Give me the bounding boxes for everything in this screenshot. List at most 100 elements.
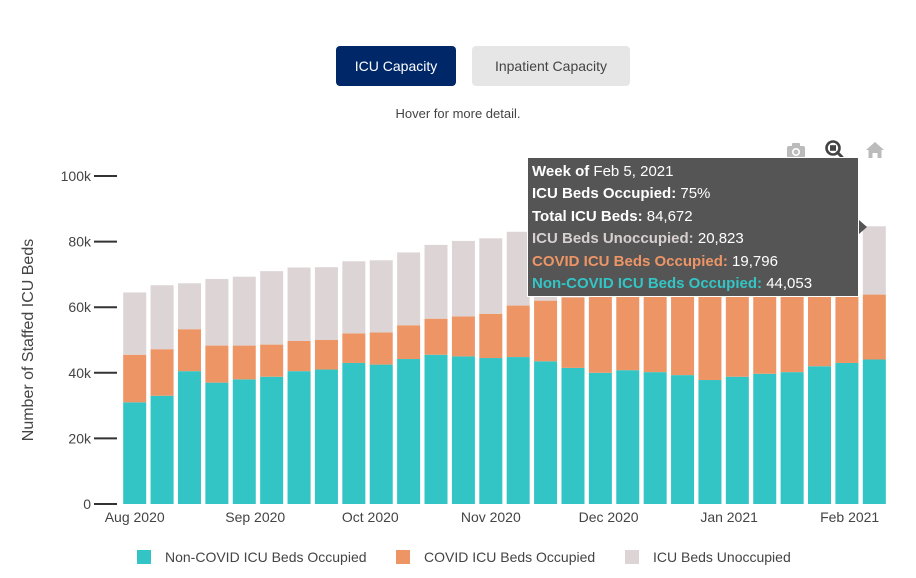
- bar-covid[interactable]: [177, 329, 201, 372]
- bar-non-covid[interactable]: [725, 376, 749, 504]
- y-tick-label: 0: [83, 496, 91, 512]
- bar-covid[interactable]: [808, 294, 832, 367]
- bar-unoccupied[interactable]: [506, 231, 530, 306]
- home-icon[interactable]: [864, 139, 886, 161]
- bar-non-covid[interactable]: [780, 372, 804, 504]
- capacity-tabs: ICU Capacity Inpatient Capacity: [0, 46, 916, 86]
- bar-covid[interactable]: [643, 288, 667, 373]
- bar-non-covid[interactable]: [479, 358, 503, 504]
- bar-covid[interactable]: [150, 349, 174, 396]
- tooltip-unoccupied-row: ICU Beds Unoccupied: 20,823: [532, 228, 858, 250]
- bar-covid[interactable]: [725, 291, 749, 377]
- bar-unoccupied[interactable]: [342, 261, 366, 334]
- bar-non-covid[interactable]: [808, 366, 832, 504]
- legend-item-covid[interactable]: COVID ICU Beds Occupied: [396, 546, 595, 568]
- y-tick-label: 60k: [68, 299, 92, 315]
- bar-covid[interactable]: [835, 295, 859, 363]
- bar-non-covid[interactable]: [588, 372, 612, 504]
- bar-unoccupied[interactable]: [479, 238, 503, 314]
- bar-covid[interactable]: [698, 290, 722, 381]
- bar-non-covid[interactable]: [397, 359, 421, 504]
- bar-covid[interactable]: [534, 300, 558, 362]
- tooltip-week-value: Feb 5, 2021: [593, 163, 674, 180]
- bar-non-covid[interactable]: [287, 371, 311, 504]
- bar-non-covid[interactable]: [150, 395, 174, 504]
- bar-unoccupied[interactable]: [205, 278, 229, 346]
- y-axis-title: Number of Staffed ICU Beds: [20, 239, 37, 441]
- bar-non-covid[interactable]: [260, 376, 284, 504]
- tooltip-occupied-value: 75%: [680, 185, 711, 203]
- bar-covid[interactable]: [671, 289, 695, 376]
- bar-non-covid[interactable]: [534, 361, 558, 504]
- bar-unoccupied[interactable]: [260, 271, 284, 345]
- bar-non-covid[interactable]: [753, 373, 777, 504]
- x-tick-label: Jan 2021: [700, 509, 758, 525]
- legend-label-unoccupied: ICU Beds Unoccupied: [653, 549, 791, 565]
- tooltip-noncovid-label: Non-COVID ICU Beds Occupied:: [532, 275, 763, 293]
- bar-non-covid[interactable]: [369, 364, 393, 504]
- bar-non-covid[interactable]: [561, 367, 585, 504]
- bar-covid[interactable]: [314, 340, 338, 370]
- bar-covid[interactable]: [287, 340, 311, 372]
- bar-non-covid[interactable]: [862, 359, 886, 504]
- bar-unoccupied[interactable]: [369, 260, 393, 333]
- bar-non-covid[interactable]: [123, 402, 147, 504]
- tooltip-week-row: Week of Feb 5, 2021: [532, 161, 858, 183]
- bar-unoccupied[interactable]: [314, 267, 338, 340]
- bar-non-covid[interactable]: [616, 370, 640, 504]
- bar-non-covid[interactable]: [177, 371, 201, 504]
- bar-covid[interactable]: [561, 297, 585, 368]
- bar-unoccupied[interactable]: [123, 292, 147, 355]
- bar-non-covid[interactable]: [314, 369, 338, 504]
- bar-non-covid[interactable]: [451, 356, 475, 504]
- legend-item-unoccupied[interactable]: ICU Beds Unoccupied: [625, 546, 791, 568]
- bar-covid[interactable]: [753, 291, 777, 374]
- bar-non-covid[interactable]: [698, 380, 722, 504]
- tooltip-total-label: Total ICU Beds:: [532, 207, 643, 225]
- bar-covid[interactable]: [369, 332, 393, 365]
- bar-covid[interactable]: [780, 293, 804, 373]
- bar-covid[interactable]: [616, 288, 640, 371]
- bar-unoccupied[interactable]: [424, 244, 448, 319]
- bar-non-covid[interactable]: [835, 362, 859, 504]
- bar-unoccupied[interactable]: [287, 267, 311, 341]
- tab-icu-capacity[interactable]: ICU Capacity: [336, 46, 456, 86]
- bar-non-covid[interactable]: [342, 362, 366, 504]
- camera-icon[interactable]: [785, 139, 807, 161]
- legend-swatch-covid: [396, 550, 410, 564]
- bar-non-covid[interactable]: [424, 354, 448, 504]
- bar-unoccupied[interactable]: [862, 226, 886, 295]
- bar-unoccupied[interactable]: [451, 240, 475, 317]
- tooltip-total-row: Total ICU Beds: 84,672: [532, 206, 858, 228]
- bar-covid[interactable]: [205, 345, 229, 383]
- tooltip-unoccupied-value: 20,823: [697, 230, 744, 248]
- bar-non-covid[interactable]: [671, 375, 695, 504]
- bar-covid[interactable]: [479, 313, 503, 359]
- y-tick-label: 100k: [61, 168, 92, 184]
- legend-swatch-unoccupied: [625, 550, 639, 564]
- bar-covid[interactable]: [862, 294, 886, 360]
- tooltip-pointer: [859, 220, 867, 234]
- bar-unoccupied[interactable]: [397, 252, 421, 326]
- bar-covid[interactable]: [588, 295, 612, 373]
- bar-covid[interactable]: [451, 316, 475, 357]
- x-axis: Aug 2020 Sep 2020 Oct 2020 Nov 2020 Dec 2020…: [105, 509, 880, 525]
- tab-inpatient-capacity[interactable]: Inpatient Capacity: [472, 46, 630, 86]
- bar-unoccupied[interactable]: [150, 285, 174, 350]
- bar-covid[interactable]: [424, 318, 448, 355]
- bar-unoccupied[interactable]: [232, 276, 256, 346]
- bar-covid[interactable]: [506, 305, 530, 358]
- bar-non-covid[interactable]: [643, 372, 667, 504]
- bar-non-covid[interactable]: [205, 382, 229, 504]
- legend-item-non-covid[interactable]: Non-COVID ICU Beds Occupied: [137, 546, 367, 568]
- x-tick-label: Nov 2020: [461, 509, 521, 525]
- bar-covid[interactable]: [260, 344, 284, 377]
- bar-covid[interactable]: [342, 333, 366, 363]
- bar-covid[interactable]: [232, 345, 256, 380]
- bar-non-covid[interactable]: [232, 379, 256, 504]
- bar-non-covid[interactable]: [506, 357, 530, 504]
- bar-unoccupied[interactable]: [177, 283, 201, 330]
- bar-covid[interactable]: [123, 354, 147, 403]
- zoom-icon[interactable]: [823, 139, 845, 161]
- bar-covid[interactable]: [397, 325, 421, 360]
